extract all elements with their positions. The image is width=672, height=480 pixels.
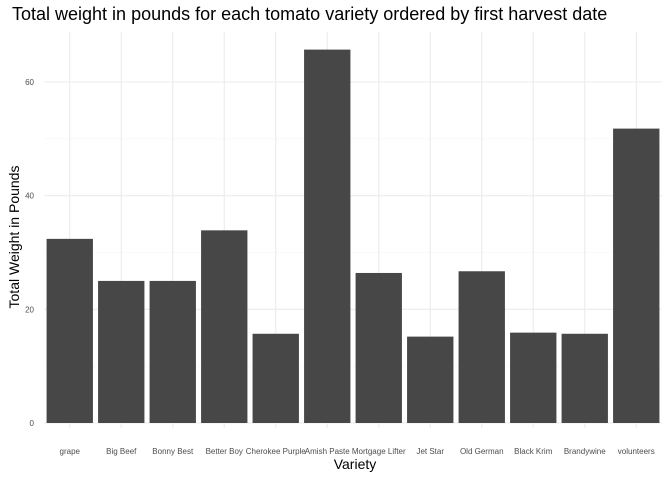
bar [46, 238, 93, 423]
x-tick-label: volunteers [618, 447, 655, 456]
x-tick-label: Better Boy [206, 447, 243, 456]
bar [98, 280, 145, 423]
y-tick-label: 60 [25, 78, 34, 87]
x-axis-ticks: grape Big Beef Bonny Best Better Boy Cheroke… [60, 447, 655, 456]
chart-title: Total weight in pounds for each tomato v… [12, 4, 608, 24]
x-tick-label: Cherokee Purple [246, 447, 307, 456]
bar [304, 49, 351, 423]
y-tick-label: 20 [25, 305, 34, 314]
y-tick-label: 40 [25, 192, 34, 201]
bar [201, 230, 248, 423]
x-tick-label: Old German [460, 447, 504, 456]
x-tick-label: Black Krim [514, 447, 553, 456]
bar [561, 333, 608, 423]
y-axis-ticks: 0 20 40 60 [25, 78, 34, 428]
y-tick-label: 0 [30, 419, 35, 428]
y-axis-label: Total Weight in Pounds [6, 165, 22, 309]
x-tick-label: Brandywine [564, 447, 606, 456]
x-tick-label: Bonny Best [152, 447, 194, 456]
x-tick-label: grape [60, 447, 81, 456]
x-tick-label: Amish Paste [305, 447, 350, 456]
x-tick-label: Big Beef [106, 447, 137, 456]
x-axis-label: Variety [333, 456, 377, 472]
bar [149, 280, 196, 423]
bar [252, 333, 299, 423]
bar [458, 271, 505, 423]
x-tick-label: Jet Star [416, 447, 444, 456]
bar [407, 336, 454, 423]
bars [46, 49, 660, 423]
bar [613, 128, 660, 423]
x-tick-label: Mortgage Lifter [352, 447, 406, 456]
bar [355, 272, 402, 423]
bar [510, 332, 557, 423]
